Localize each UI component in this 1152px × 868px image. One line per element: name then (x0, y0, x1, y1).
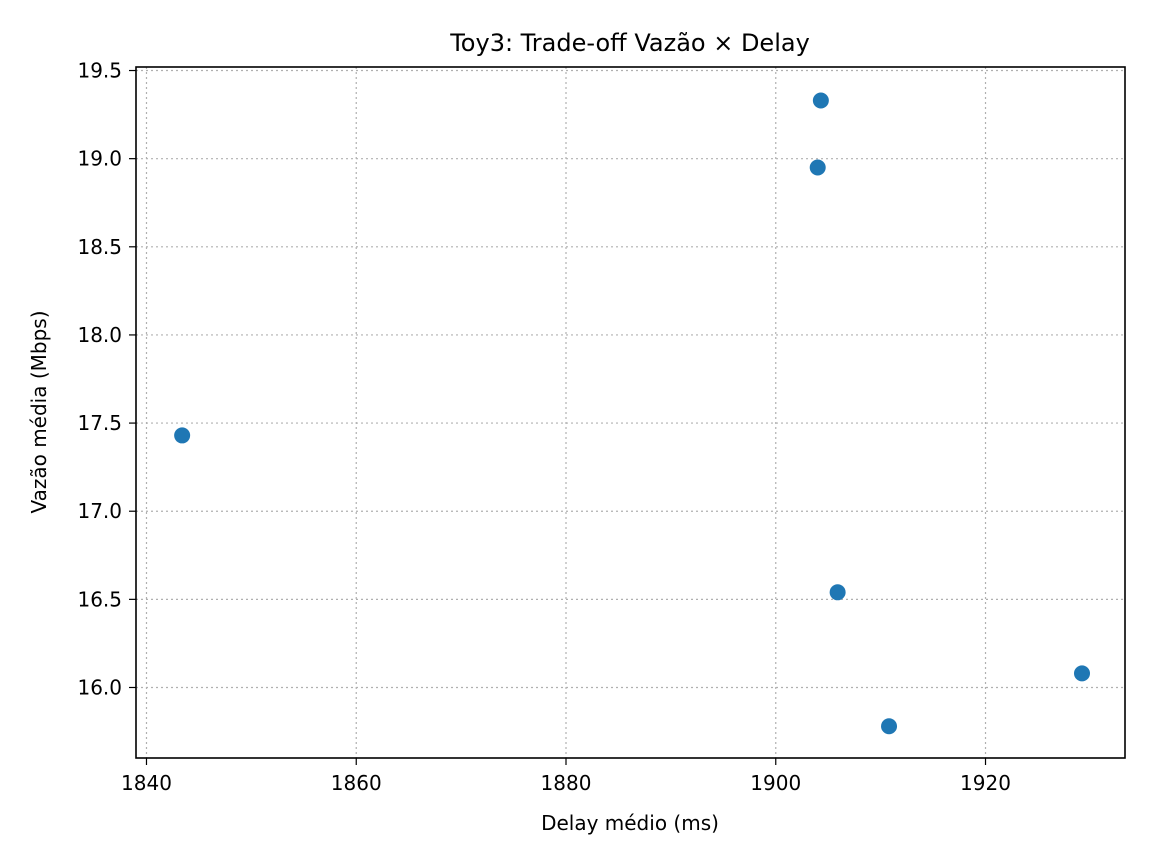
y-tick-label: 16.5 (77, 587, 122, 611)
x-tick-label: 1920 (960, 771, 1011, 795)
y-axis-label: Vazão média (Mbps) (27, 310, 51, 513)
scatter-point (174, 427, 191, 444)
scatter-point (829, 584, 846, 601)
x-tick-label: 1900 (750, 771, 801, 795)
scatter-point (809, 159, 826, 176)
y-tick-label: 17.0 (77, 499, 122, 523)
chart-title: Toy3: Trade-off Vazão × Delay (449, 29, 810, 57)
scatter-point (812, 92, 829, 109)
y-tick-label: 16.0 (77, 675, 122, 699)
scatter-point (881, 718, 898, 735)
x-axis-label: Delay médio (ms) (541, 811, 719, 835)
y-tick-label: 18.5 (77, 235, 122, 259)
scatter-point (1074, 665, 1090, 682)
x-tick-label: 1880 (541, 771, 592, 795)
plot-frame (135, 66, 1126, 759)
data-points (174, 92, 1090, 735)
x-tick-label: 1840 (121, 771, 172, 795)
axis-ticks: 1840 1860 1880 1900 1920 16.0 16.5 17.0 17.5 18.0… (77, 59, 1010, 795)
y-tick-label: 19.0 (77, 147, 122, 171)
y-tick-label: 17.5 (77, 411, 122, 435)
x-tick-label: 1860 (331, 771, 382, 795)
grid-lines (136, 67, 1125, 758)
y-tick-label: 18.0 (77, 323, 122, 347)
y-tick-label: 19.5 (77, 59, 122, 83)
